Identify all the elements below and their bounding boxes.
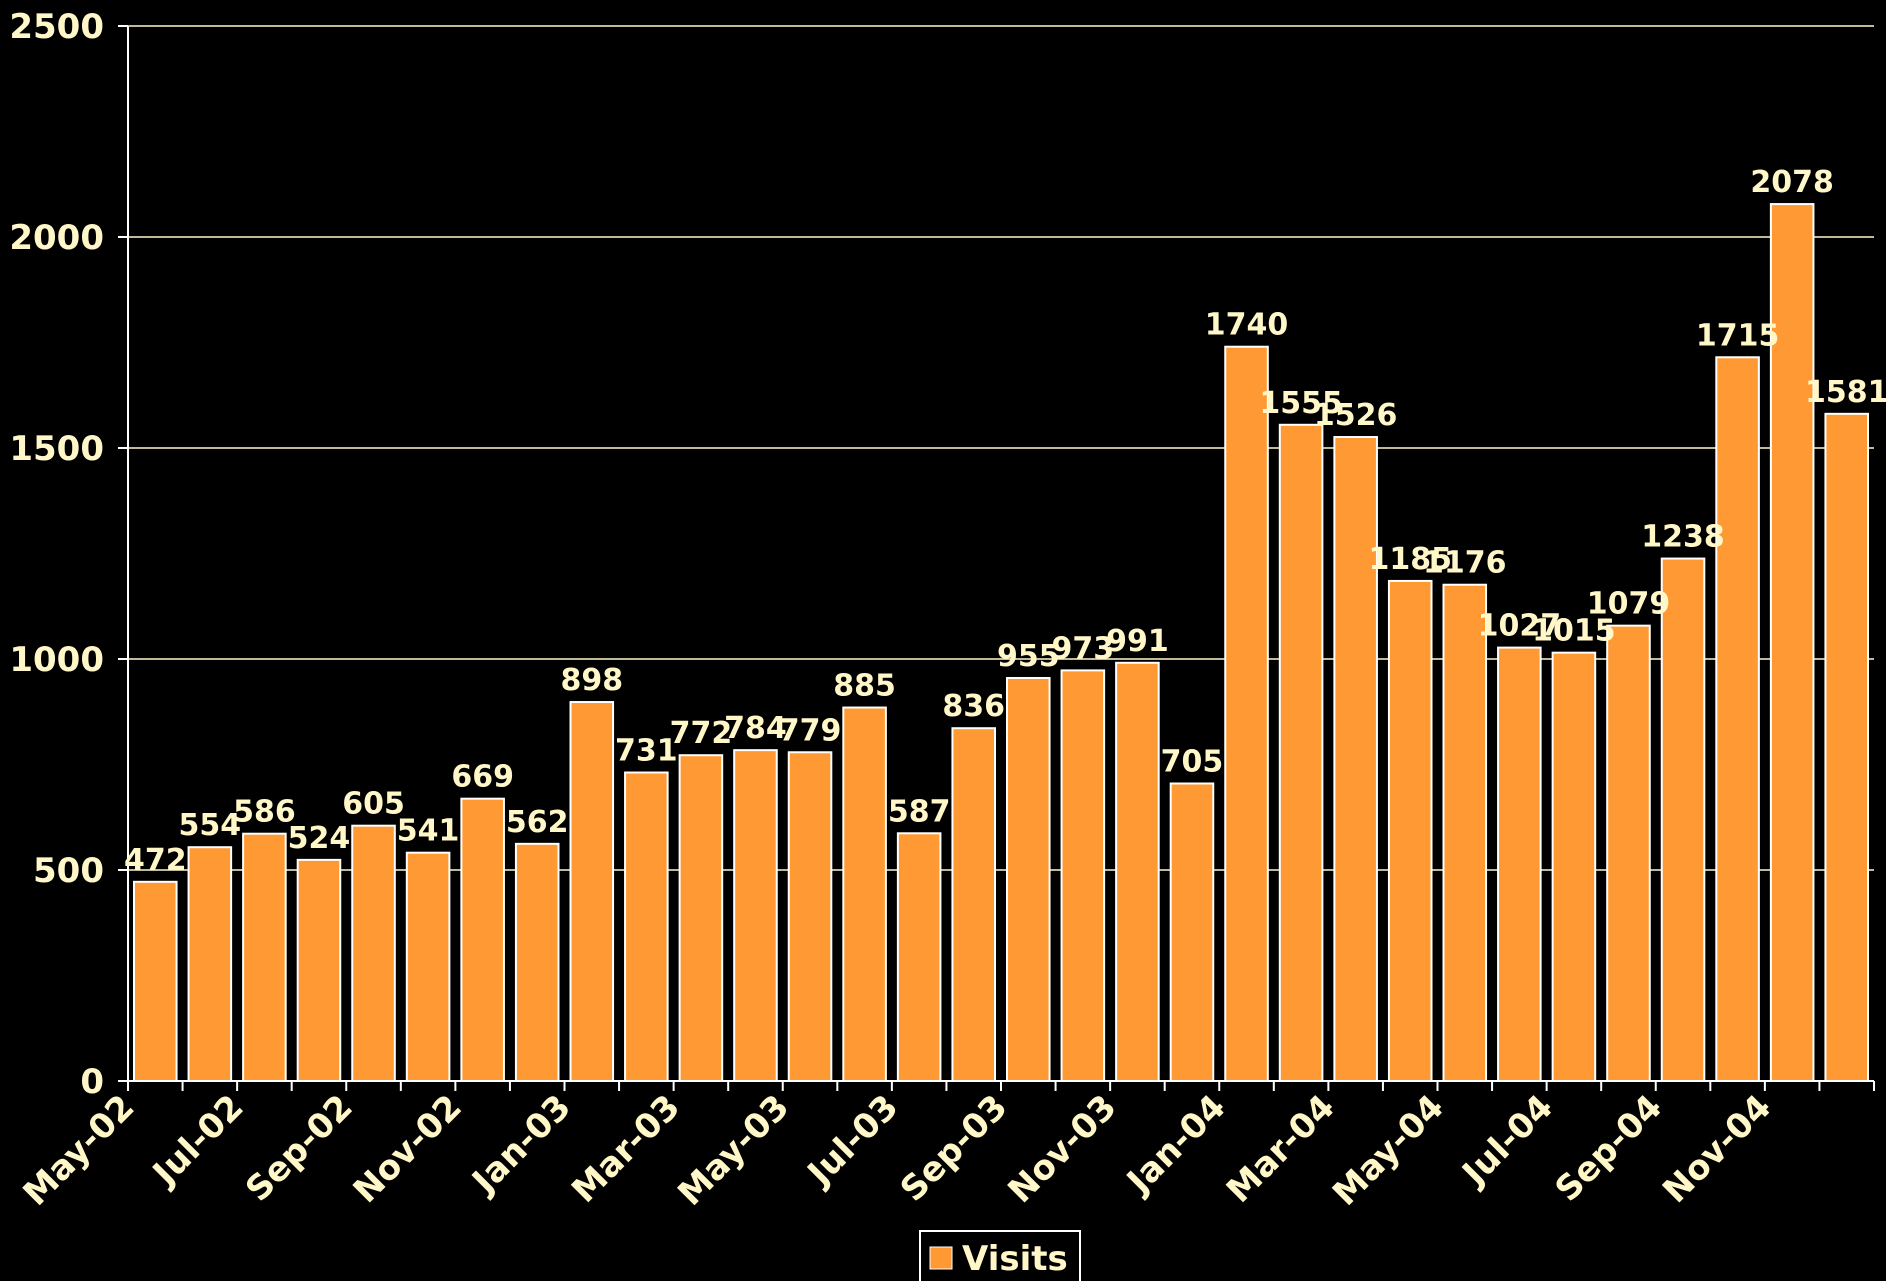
bar xyxy=(951,727,996,1082)
data-label: 1015 xyxy=(1532,614,1616,649)
x-tick-label: Sep-04 xyxy=(1548,1087,1671,1210)
bar xyxy=(1551,651,1597,1082)
x-tick-label: Jan-03 xyxy=(463,1087,578,1202)
data-label: 554 xyxy=(179,808,242,843)
bar xyxy=(1224,345,1269,1083)
bar xyxy=(296,858,342,1083)
data-label: 779 xyxy=(779,713,842,748)
bar xyxy=(1715,356,1760,1082)
bar xyxy=(569,701,615,1082)
x-tick-label: May-02 xyxy=(16,1087,143,1214)
data-label: 955 xyxy=(997,639,1060,674)
bar xyxy=(1278,423,1324,1083)
x-tick-labels: May-02 Jul-02Sep-02Nov-02Jan-03Mar-03May-… xyxy=(16,1087,1780,1214)
bar xyxy=(351,824,396,1082)
bar xyxy=(514,842,560,1082)
y-tick-label: 2000 xyxy=(9,218,104,258)
bar xyxy=(1769,203,1815,1083)
y-tick-labels: 0 500 1000 1500 2000 2500 xyxy=(9,7,104,1102)
bar xyxy=(733,749,778,1082)
data-label: 1079 xyxy=(1587,587,1671,622)
data-label: 1715 xyxy=(1696,318,1780,353)
y-tick-label: 500 xyxy=(33,851,104,891)
bars xyxy=(133,203,1869,1083)
x-tick-label: Sep-03 xyxy=(893,1087,1016,1210)
data-label: 1555 xyxy=(1259,386,1343,421)
bar xyxy=(1824,412,1869,1082)
bar xyxy=(842,706,887,1083)
y-tick-label: 2500 xyxy=(9,7,104,47)
bar xyxy=(460,797,505,1082)
bar xyxy=(1497,646,1542,1083)
data-label: 2078 xyxy=(1750,165,1834,200)
bar xyxy=(242,832,287,1083)
data-label: 562 xyxy=(506,805,569,840)
x-tick-label: Jul-02 xyxy=(144,1087,251,1194)
data-label: 1581 xyxy=(1805,375,1886,410)
data-label: 1027 xyxy=(1478,609,1562,644)
data-label: 973 xyxy=(1052,631,1115,666)
x-tick-label: Mar-04 xyxy=(1219,1087,1343,1211)
data-label: 472 xyxy=(124,843,187,878)
x-tick-label: May-03 xyxy=(670,1087,797,1214)
x-tick-label: Nov-04 xyxy=(1655,1087,1779,1211)
data-label: 541 xyxy=(397,814,460,849)
bar xyxy=(133,880,178,1082)
data-label: 524 xyxy=(288,821,351,856)
legend-swatch-visits xyxy=(929,1246,953,1270)
bar xyxy=(678,754,724,1082)
bar xyxy=(1606,624,1651,1082)
data-label: 1740 xyxy=(1205,308,1289,343)
data-label: 898 xyxy=(560,663,623,698)
legend-box xyxy=(919,1230,1081,1281)
bar xyxy=(405,851,451,1082)
bar xyxy=(1169,782,1215,1082)
bar xyxy=(1115,661,1160,1082)
data-label: 772 xyxy=(670,716,733,751)
data-label: 1176 xyxy=(1423,546,1507,581)
bar xyxy=(624,771,669,1082)
data-label: 586 xyxy=(233,795,296,830)
x-tick-label: Nov-03 xyxy=(1000,1087,1124,1211)
data-label: 705 xyxy=(1161,744,1224,779)
data-label: 669 xyxy=(451,760,514,795)
axes xyxy=(118,25,1875,1091)
data-label: 836 xyxy=(942,689,1005,724)
y-tick-label: 1500 xyxy=(9,429,104,469)
x-tick-label: Sep-02 xyxy=(238,1087,361,1210)
bar xyxy=(787,751,833,1083)
bar xyxy=(1442,583,1488,1083)
x-tick-label: May-04 xyxy=(1325,1087,1452,1214)
data-label: 991 xyxy=(1106,624,1169,659)
legend: Visits xyxy=(919,1230,1081,1281)
bar xyxy=(1387,579,1433,1082)
x-tick-label: Nov-02 xyxy=(346,1087,470,1211)
x-tick-label: Jul-04 xyxy=(1454,1087,1561,1194)
data-label: 1238 xyxy=(1641,520,1725,555)
data-label: 587 xyxy=(888,794,951,829)
y-tick-label: 1000 xyxy=(9,640,104,680)
bar xyxy=(1006,676,1051,1082)
x-tick-label: Mar-03 xyxy=(564,1087,688,1211)
y-tick-label: 0 xyxy=(80,1062,104,1102)
bar xyxy=(1660,557,1706,1082)
x-tick-label: Jan-04 xyxy=(1118,1087,1233,1202)
data-label: 784 xyxy=(724,711,787,746)
bar xyxy=(896,832,942,1083)
bar xyxy=(1060,669,1106,1082)
bar xyxy=(1333,436,1378,1082)
x-tick-label: Jul-03 xyxy=(799,1087,906,1194)
data-label: 1185 xyxy=(1368,542,1452,577)
data-label: 605 xyxy=(342,787,405,822)
data-label: 1526 xyxy=(1314,398,1398,433)
data-label: 731 xyxy=(615,734,678,769)
legend-label-visits: Visits xyxy=(962,1239,1068,1279)
data-label: 885 xyxy=(833,669,896,704)
bar xyxy=(187,846,233,1082)
